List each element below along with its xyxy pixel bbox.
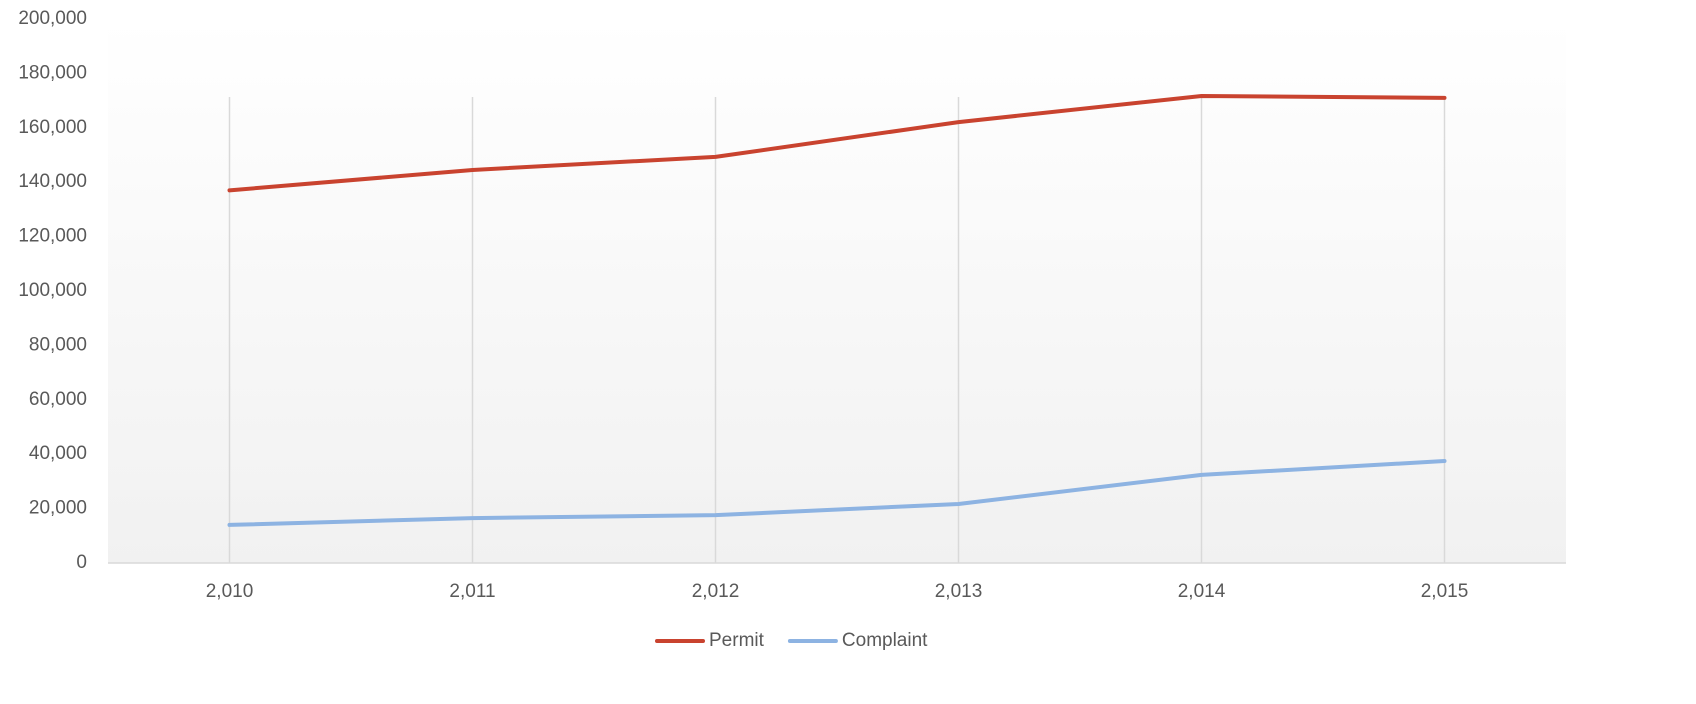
x-tick-label: 2,013 xyxy=(935,581,983,602)
series-line xyxy=(227,459,1447,527)
y-tick-label: 200,000 xyxy=(18,8,87,29)
y-tick-label: 120,000 xyxy=(18,226,87,247)
y-tick-label: 0 xyxy=(76,552,87,573)
legend-label: Complaint xyxy=(842,630,928,651)
x-tick-label: 2,012 xyxy=(692,581,740,602)
y-tick-label: 20,000 xyxy=(29,498,87,519)
x-tick-label: 2,010 xyxy=(206,581,254,602)
y-tick-label: 40,000 xyxy=(29,443,87,464)
x-tick-label: 2,011 xyxy=(449,581,495,602)
y-tick-label: 140,000 xyxy=(18,171,87,192)
y-tick-label: 80,000 xyxy=(29,334,87,355)
x-tick-label: 2,015 xyxy=(1421,581,1469,602)
plot-area xyxy=(108,19,1566,563)
x-tick-label: 2,014 xyxy=(1178,581,1226,602)
y-tick-label: 180,000 xyxy=(18,62,87,83)
legend-label: Permit xyxy=(709,630,765,651)
y-tick-label: 60,000 xyxy=(29,389,87,410)
series-line xyxy=(227,93,1447,193)
y-tick-label: 160,000 xyxy=(18,117,87,138)
y-tick-label: 100,000 xyxy=(18,280,87,301)
